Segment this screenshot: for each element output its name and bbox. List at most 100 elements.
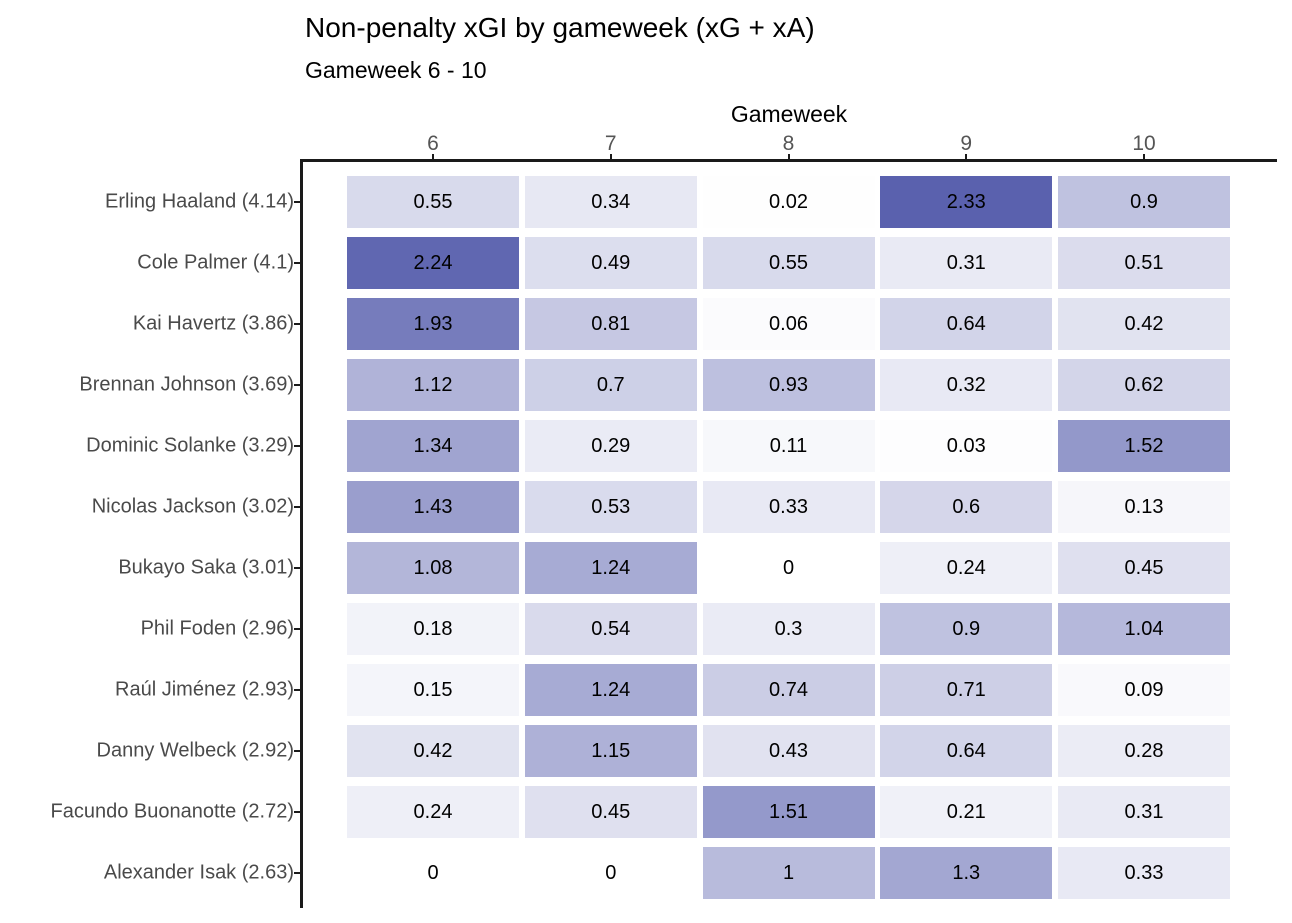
cell-value: 0 bbox=[782, 556, 795, 579]
cell-value: 1.93 bbox=[413, 312, 453, 335]
cell-value: 0.43 bbox=[769, 739, 808, 762]
cell-value: 1.34 bbox=[413, 434, 453, 457]
cell-value: 0.21 bbox=[946, 800, 986, 823]
y-tick-mark bbox=[294, 384, 301, 386]
heatmap-cell: 2.24 bbox=[347, 237, 519, 289]
cell-value: 0.03 bbox=[946, 434, 986, 457]
row-label: Alexander Isak (2.63) bbox=[103, 861, 294, 884]
row-label: Brennan Johnson (3.69) bbox=[79, 373, 294, 396]
heatmap-cell: 0.9 bbox=[1058, 176, 1230, 228]
y-tick-mark bbox=[294, 201, 301, 203]
cell-value: 0.55 bbox=[769, 251, 808, 274]
heatmap-cell: 0.11 bbox=[702, 420, 875, 472]
heatmap-cell: 0 bbox=[702, 542, 875, 594]
x-axis-line bbox=[300, 159, 1277, 162]
cell-value: 0.64 bbox=[946, 739, 986, 762]
cell-value: 1.51 bbox=[769, 800, 808, 823]
heatmap-cell: 2.33 bbox=[880, 176, 1053, 228]
cell-value: 0.6 bbox=[952, 495, 981, 518]
row-label: Facundo Buonanotte (2.72) bbox=[50, 800, 294, 823]
heatmap-cell: 1.52 bbox=[1058, 420, 1230, 472]
heatmap-cell: 1.08 bbox=[347, 542, 519, 594]
y-tick-mark bbox=[294, 628, 301, 630]
cell-value: 0.32 bbox=[946, 373, 986, 396]
cell-value: 0.11 bbox=[769, 434, 808, 457]
heatmap-cell: 0 bbox=[524, 847, 697, 899]
heatmap-cell: 0.6 bbox=[880, 481, 1053, 533]
x-tick-label: 7 bbox=[604, 132, 617, 155]
row-label: Nicolas Jackson (3.02) bbox=[91, 495, 294, 518]
cell-value: 1.43 bbox=[413, 495, 453, 518]
heatmap-cell: 0.7 bbox=[524, 359, 697, 411]
row-label: Kai Havertz (3.86) bbox=[132, 312, 294, 335]
row-label: Dominic Solanke (3.29) bbox=[86, 434, 294, 457]
cell-value: 0.45 bbox=[591, 800, 631, 823]
heatmap-cell: 0.09 bbox=[1058, 664, 1230, 716]
heatmap-cell: 0.43 bbox=[702, 725, 875, 777]
cell-value: 0.34 bbox=[591, 190, 631, 213]
heatmap-cell: 0.3 bbox=[702, 603, 875, 655]
heatmap-cell: 0.32 bbox=[880, 359, 1053, 411]
heatmap-cell: 0.42 bbox=[347, 725, 519, 777]
heatmap-cell: 0.55 bbox=[702, 237, 875, 289]
cell-value: 1.15 bbox=[591, 739, 631, 762]
x-axis-title: Gameweek bbox=[730, 101, 848, 127]
row-label: Raúl Jiménez (2.93) bbox=[115, 678, 294, 701]
cell-value: 0.62 bbox=[1124, 373, 1164, 396]
cell-value: 1.3 bbox=[952, 861, 981, 884]
heatmap-cell: 0.9 bbox=[880, 603, 1053, 655]
cell-value: 2.24 bbox=[413, 251, 453, 274]
heatmap-cell: 0.64 bbox=[880, 298, 1053, 350]
cell-value: 1.24 bbox=[591, 678, 631, 701]
cell-value: 0.42 bbox=[1124, 312, 1164, 335]
cell-value: 0.33 bbox=[769, 495, 808, 518]
y-tick-mark bbox=[294, 506, 301, 508]
heatmap-cell: 0.31 bbox=[880, 237, 1053, 289]
y-tick-mark bbox=[294, 323, 301, 325]
heatmap-cell: 0.74 bbox=[702, 664, 875, 716]
heatmap-cell: 0.42 bbox=[1058, 298, 1230, 350]
heatmap-cell: 0.71 bbox=[880, 664, 1053, 716]
heatmap-cell: 0.18 bbox=[347, 603, 519, 655]
cell-value: 0.24 bbox=[413, 800, 453, 823]
heatmap-cell: 0.15 bbox=[347, 664, 519, 716]
heatmap-cell: 0.62 bbox=[1058, 359, 1230, 411]
row-label: Danny Welbeck (2.92) bbox=[96, 739, 295, 762]
cell-value: 0.31 bbox=[1124, 800, 1164, 823]
heatmap-cell: 0 bbox=[347, 847, 519, 899]
y-tick-mark bbox=[294, 689, 301, 691]
cell-value: 0 bbox=[605, 861, 617, 884]
heatmap-cell: 0.45 bbox=[524, 786, 697, 838]
heatmap-cell: 0.64 bbox=[880, 725, 1053, 777]
cell-value: 0.71 bbox=[946, 678, 986, 701]
y-tick-mark bbox=[294, 567, 301, 569]
cell-value: 0.09 bbox=[1124, 678, 1164, 701]
cell-value: 0.9 bbox=[1130, 190, 1158, 213]
cell-value: 0.06 bbox=[769, 312, 808, 335]
heatmap-cell: 0.34 bbox=[524, 176, 697, 228]
cell-value: 0.24 bbox=[946, 556, 986, 579]
heatmap-cell: 0.29 bbox=[524, 420, 697, 472]
x-tick-mark bbox=[1143, 154, 1145, 160]
cell-value: 1.08 bbox=[413, 556, 453, 579]
heatmap-cell: 0.13 bbox=[1058, 481, 1230, 533]
cell-value: 0.3 bbox=[774, 617, 803, 640]
cell-value: 0 bbox=[427, 861, 439, 884]
heatmap-cell: 0.33 bbox=[702, 481, 875, 533]
x-tick-mark bbox=[432, 154, 434, 160]
cell-value: 0.7 bbox=[596, 373, 625, 396]
heatmap-cell: 0.03 bbox=[880, 420, 1053, 472]
heatmap-cell: 0.28 bbox=[1058, 725, 1230, 777]
heatmap-cell: 0.21 bbox=[880, 786, 1053, 838]
cell-value: 0.02 bbox=[769, 190, 808, 213]
cell-value: 0.51 bbox=[1124, 251, 1164, 274]
y-tick-mark bbox=[294, 750, 301, 752]
heatmap-cell: 1.04 bbox=[1058, 603, 1230, 655]
y-tick-mark bbox=[294, 872, 301, 874]
cell-value: 2.33 bbox=[946, 190, 986, 213]
heatmap-cell: 1 bbox=[702, 847, 875, 899]
cell-value: 1.12 bbox=[413, 373, 453, 396]
heatmap-cell: 1.15 bbox=[524, 725, 697, 777]
cell-value: 1.52 bbox=[1124, 434, 1164, 457]
